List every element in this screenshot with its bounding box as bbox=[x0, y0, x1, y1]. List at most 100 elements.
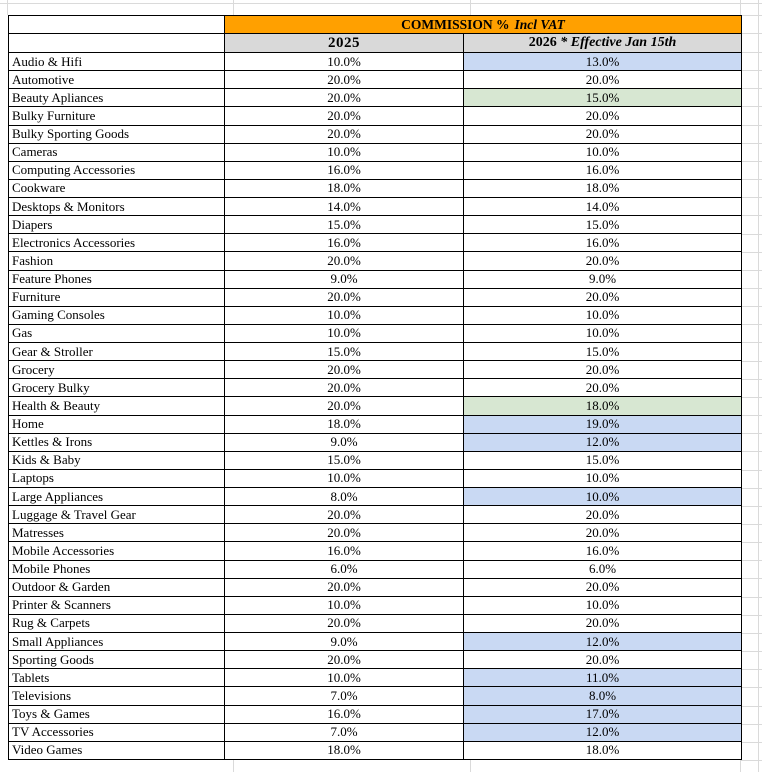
value-2026-cell[interactable]: 10.0% bbox=[463, 305, 742, 325]
category-cell[interactable]: Grocery Bulky bbox=[8, 378, 225, 398]
value-2026-cell[interactable]: 20.0% bbox=[463, 360, 742, 380]
value-2026-cell[interactable]: 20.0% bbox=[463, 613, 742, 634]
category-cell[interactable]: Rug & Carpets bbox=[8, 613, 225, 634]
value-2026-cell[interactable]: 20.0% bbox=[463, 523, 742, 543]
category-cell[interactable]: Gas bbox=[8, 323, 225, 344]
value-2026-cell[interactable]: 10.0% bbox=[463, 486, 742, 507]
value-2026-cell[interactable]: 20.0% bbox=[463, 378, 742, 398]
value-2026-cell[interactable]: 12.0% bbox=[463, 722, 742, 742]
category-cell[interactable]: Diapers bbox=[8, 215, 225, 235]
category-cell[interactable]: Feature Phones bbox=[8, 269, 225, 289]
value-2025-cell[interactable]: 10.0% bbox=[224, 142, 464, 162]
value-2025-cell[interactable]: 6.0% bbox=[224, 559, 464, 579]
value-2025-cell[interactable]: 20.0% bbox=[224, 396, 464, 416]
category-cell[interactable]: Mobile Phones bbox=[8, 559, 225, 579]
category-cell[interactable]: Electronics Accessories bbox=[8, 233, 225, 253]
category-cell[interactable]: Laptops bbox=[8, 468, 225, 489]
value-2025-cell[interactable]: 10.0% bbox=[224, 51, 464, 72]
value-2025-cell[interactable]: 10.0% bbox=[224, 668, 464, 688]
value-2025-cell[interactable]: 20.0% bbox=[224, 124, 464, 144]
value-2026-cell[interactable]: 18.0% bbox=[463, 740, 742, 761]
value-2025-cell[interactable]: 18.0% bbox=[224, 740, 464, 761]
value-2025-cell[interactable]: 10.0% bbox=[224, 468, 464, 489]
value-2026-cell[interactable]: 15.0% bbox=[463, 215, 742, 235]
value-2025-cell[interactable]: 15.0% bbox=[224, 341, 464, 362]
value-2026-cell[interactable]: 15.0% bbox=[463, 450, 742, 470]
category-cell[interactable]: Desktops & Monitors bbox=[8, 196, 225, 217]
category-cell[interactable]: Furniture bbox=[8, 287, 225, 307]
category-cell[interactable]: Kettles & Irons bbox=[8, 432, 225, 452]
value-2025-cell[interactable]: 20.0% bbox=[224, 523, 464, 543]
category-cell[interactable]: Sporting Goods bbox=[8, 650, 225, 670]
value-2026-cell[interactable]: 19.0% bbox=[463, 414, 742, 434]
value-2026-cell[interactable]: 9.0% bbox=[463, 269, 742, 289]
category-cell[interactable]: Bulky Sporting Goods bbox=[8, 124, 225, 144]
category-cell[interactable]: Gaming Consoles bbox=[8, 305, 225, 325]
category-cell[interactable]: Large Appliances bbox=[8, 486, 225, 507]
category-cell[interactable]: Small Appliances bbox=[8, 631, 225, 652]
category-cell[interactable]: Home bbox=[8, 414, 225, 434]
value-2026-cell[interactable]: 16.0% bbox=[463, 160, 742, 180]
value-2025-cell[interactable]: 20.0% bbox=[224, 577, 464, 597]
value-2026-cell[interactable]: 20.0% bbox=[463, 505, 742, 525]
value-2025-cell[interactable]: 16.0% bbox=[224, 704, 464, 724]
column-header-2025[interactable]: 2025 bbox=[224, 33, 464, 53]
value-2025-cell[interactable]: 20.0% bbox=[224, 106, 464, 126]
value-2025-cell[interactable]: 20.0% bbox=[224, 360, 464, 380]
category-cell[interactable]: Gear & Stroller bbox=[8, 341, 225, 362]
category-cell[interactable]: Computing Accessories bbox=[8, 160, 225, 180]
value-2025-cell[interactable]: 20.0% bbox=[224, 613, 464, 634]
category-cell[interactable]: Kids & Baby bbox=[8, 450, 225, 470]
value-2025-cell[interactable]: 20.0% bbox=[224, 287, 464, 307]
value-2025-cell[interactable]: 10.0% bbox=[224, 595, 464, 615]
category-cell[interactable]: Cameras bbox=[8, 142, 225, 162]
category-cell[interactable]: Health & Beauty bbox=[8, 396, 225, 416]
value-2025-cell[interactable]: 9.0% bbox=[224, 269, 464, 289]
value-2025-cell[interactable]: 16.0% bbox=[224, 541, 464, 561]
value-2026-cell[interactable]: 8.0% bbox=[463, 686, 742, 706]
value-2025-cell[interactable]: 8.0% bbox=[224, 486, 464, 507]
value-2026-cell[interactable]: 15.0% bbox=[463, 341, 742, 362]
value-2026-cell[interactable]: 10.0% bbox=[463, 595, 742, 615]
value-2025-cell[interactable]: 14.0% bbox=[224, 196, 464, 217]
category-cell[interactable]: Outdoor & Garden bbox=[8, 577, 225, 597]
value-2026-cell[interactable]: 20.0% bbox=[463, 251, 742, 271]
value-2026-cell[interactable]: 20.0% bbox=[463, 577, 742, 597]
category-cell[interactable]: Bulky Furniture bbox=[8, 106, 225, 126]
category-cell[interactable]: Toys & Games bbox=[8, 704, 225, 724]
category-cell[interactable]: Matresses bbox=[8, 523, 225, 543]
value-2025-cell[interactable]: 20.0% bbox=[224, 70, 464, 90]
value-2025-cell[interactable]: 16.0% bbox=[224, 160, 464, 180]
value-2026-cell[interactable]: 20.0% bbox=[463, 124, 742, 144]
value-2026-cell[interactable]: 17.0% bbox=[463, 704, 742, 724]
category-cell[interactable]: Mobile Accessories bbox=[8, 541, 225, 561]
value-2026-cell[interactable]: 14.0% bbox=[463, 196, 742, 217]
value-2026-cell[interactable]: 20.0% bbox=[463, 106, 742, 126]
category-cell[interactable]: Luggage & Travel Gear bbox=[8, 505, 225, 525]
value-2026-cell[interactable]: 12.0% bbox=[463, 631, 742, 652]
value-2026-cell[interactable]: 13.0% bbox=[463, 51, 742, 72]
value-2026-cell[interactable]: 18.0% bbox=[463, 178, 742, 199]
value-2026-cell[interactable]: 16.0% bbox=[463, 541, 742, 561]
value-2026-cell[interactable]: 18.0% bbox=[463, 396, 742, 416]
value-2025-cell[interactable]: 9.0% bbox=[224, 631, 464, 652]
value-2025-cell[interactable]: 20.0% bbox=[224, 505, 464, 525]
value-2026-cell[interactable]: 11.0% bbox=[463, 668, 742, 688]
category-cell[interactable]: Cookware bbox=[8, 178, 225, 199]
value-2025-cell[interactable]: 16.0% bbox=[224, 233, 464, 253]
value-2026-cell[interactable]: 6.0% bbox=[463, 559, 742, 579]
value-2025-cell[interactable]: 7.0% bbox=[224, 722, 464, 742]
category-cell[interactable]: Fashion bbox=[8, 251, 225, 271]
value-2026-cell[interactable]: 12.0% bbox=[463, 432, 742, 452]
value-2025-cell[interactable]: 10.0% bbox=[224, 323, 464, 344]
value-2026-cell[interactable]: 10.0% bbox=[463, 323, 742, 344]
value-2026-cell[interactable]: 20.0% bbox=[463, 650, 742, 670]
value-2026-cell[interactable]: 10.0% bbox=[463, 142, 742, 162]
value-2026-cell[interactable]: 15.0% bbox=[463, 88, 742, 108]
category-cell[interactable]: Televisions bbox=[8, 686, 225, 706]
value-2025-cell[interactable]: 18.0% bbox=[224, 414, 464, 434]
value-2025-cell[interactable]: 15.0% bbox=[224, 215, 464, 235]
category-cell[interactable]: Video Games bbox=[8, 740, 225, 761]
value-2025-cell[interactable]: 20.0% bbox=[224, 650, 464, 670]
category-cell[interactable]: Printer & Scanners bbox=[8, 595, 225, 615]
